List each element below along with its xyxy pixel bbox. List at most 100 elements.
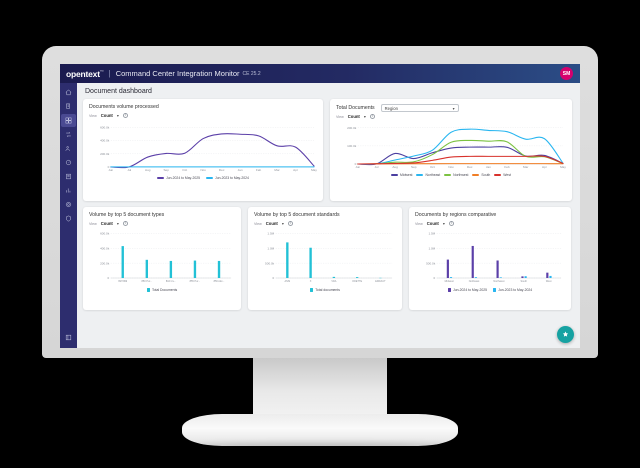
info-icon[interactable]: i — [369, 114, 375, 119]
view-value[interactable]: Count — [265, 221, 278, 226]
legend-swatch — [494, 174, 502, 176]
svg-text:Aug: Aug — [392, 165, 398, 169]
svg-text:May: May — [560, 165, 566, 169]
legend-label: South — [481, 173, 491, 177]
svg-text:850 Pur...: 850 Pur... — [142, 280, 153, 283]
legend-label: Northeast — [425, 173, 441, 177]
chevron-down-icon[interactable]: ▾ — [363, 114, 366, 119]
card-documents-by-regions-comparative: Documents by regions comparative View Co… — [409, 207, 571, 310]
card-volume-by-document-standards: Volume by top 5 document standards View … — [248, 207, 402, 310]
legend-item[interactable]: Jun-2023 to May-2024 — [206, 176, 249, 180]
svg-text:600.0k: 600.0k — [100, 232, 110, 236]
svg-text:Jul: Jul — [127, 168, 131, 172]
legend-label: Total Documents — [151, 288, 178, 292]
partners-icon — [65, 146, 70, 151]
logo-text: opentext — [66, 68, 100, 79]
svg-text:X: X — [310, 280, 312, 283]
svg-text:Jun: Jun — [108, 168, 113, 172]
info-icon[interactable]: i — [122, 221, 128, 226]
svg-text:997/999: 997/999 — [118, 280, 127, 283]
sidebar-item-reports[interactable] — [61, 170, 76, 183]
assistant-button[interactable] — [557, 326, 574, 343]
view-control[interactable]: View Count ▾ i — [89, 113, 317, 118]
sidebar-item-home[interactable] — [61, 86, 76, 99]
sidebar-item-analytics[interactable] — [61, 184, 76, 197]
assistant-icon — [562, 331, 569, 337]
card-header: Total Documents Region ▾ — [336, 104, 566, 112]
legend-item[interactable]: West — [494, 173, 511, 177]
view-control[interactable]: View Count ▾ i — [415, 221, 565, 226]
legend-item[interactable]: Total Documents — [146, 288, 178, 292]
sidebar-item-partners[interactable] — [61, 142, 76, 155]
view-label: View — [89, 113, 97, 118]
svg-text:Oct: Oct — [182, 168, 187, 172]
svg-text:855 Pur...: 855 Pur... — [190, 280, 201, 283]
legend-swatch — [447, 288, 452, 292]
legend-item[interactable]: Jun-2024 to May-2025 — [447, 288, 487, 292]
view-value[interactable]: Count — [426, 221, 439, 226]
view-value[interactable]: Count — [100, 113, 113, 118]
region-dropdown[interactable]: Region ▾ — [380, 104, 459, 112]
legend-item[interactable]: Jun-2023 to May-2024 — [493, 288, 532, 292]
svg-text:500.0k: 500.0k — [265, 261, 275, 265]
svg-text:Nov: Nov — [200, 168, 206, 172]
svg-text:Dec: Dec — [467, 165, 473, 169]
svg-text:ODETTE: ODETTE — [352, 280, 362, 283]
sidebar-item-monitoring[interactable] — [61, 156, 76, 169]
info-icon[interactable]: i — [448, 221, 454, 226]
chevron-down-icon[interactable]: ▾ — [116, 221, 119, 226]
sidebar-item-document-dashboard[interactable] — [61, 114, 76, 127]
avatar[interactable]: SM — [560, 67, 573, 80]
svg-text:1.0M: 1.0M — [267, 246, 274, 250]
view-value[interactable]: Count — [347, 114, 360, 119]
analytics-icon — [66, 188, 71, 193]
chart-legend: Total documents — [254, 288, 396, 292]
view-control[interactable]: View Count ▾ i — [336, 114, 566, 119]
legend-item[interactable]: Jun-2024 to May-2025 — [157, 176, 200, 180]
line-chart-svg: 0 100.0k 200.0k Jun Jul Aug Sep Oct Nov Dec Jan Feb… — [347, 126, 566, 169]
view-value[interactable]: Count — [100, 221, 113, 226]
legend-label: Jun-2024 to May-2025 — [453, 288, 487, 292]
info-icon[interactable]: i — [287, 221, 293, 226]
view-control[interactable]: View Count ▾ i — [254, 221, 396, 226]
svg-text:100.0k: 100.0k — [347, 144, 357, 148]
legend-swatch — [493, 288, 497, 292]
home-icon — [65, 89, 72, 96]
sidebar-item-integrations[interactable] — [61, 100, 76, 113]
legend-swatch — [310, 288, 314, 292]
chart-plot: 0 500.0k 1.0M 1.5M Midwest Northeast Northwest… — [415, 228, 565, 286]
chevron-down-icon[interactable]: ▾ — [442, 221, 445, 226]
svg-text:Aug: Aug — [145, 168, 151, 172]
sidebar-item-settings[interactable] — [61, 198, 76, 211]
svg-text:0: 0 — [108, 276, 110, 280]
legend-item[interactable]: Total documents — [310, 288, 340, 292]
svg-text:1.5M: 1.5M — [267, 232, 274, 236]
svg-text:0: 0 — [355, 162, 357, 166]
view-label: View — [89, 221, 97, 226]
svg-text:400.0k: 400.0k — [100, 246, 110, 250]
legend-swatch — [444, 174, 452, 176]
svg-text:May: May — [311, 168, 317, 172]
svg-text:200.0k: 200.0k — [100, 261, 110, 265]
legend-item[interactable]: South — [472, 173, 490, 177]
chevron-down-icon[interactable]: ▾ — [281, 221, 284, 226]
sidebar-item-admin[interactable] — [61, 212, 76, 225]
view-control[interactable]: View Count ▾ i — [89, 221, 235, 226]
chart-plot: 0 200.0k 400.0k 600.0k Jun Jul Aug Sep Oct Nov Dec… — [89, 120, 317, 174]
svg-text:600.0k: 600.0k — [100, 125, 110, 129]
legend-item[interactable]: Northeast — [416, 173, 440, 177]
chevron-down-icon[interactable]: ▾ — [116, 113, 119, 118]
svg-text:Jun: Jun — [355, 165, 360, 169]
sidebar-item-collapse[interactable] — [61, 331, 76, 344]
sidebar-item-transactions[interactable] — [61, 128, 76, 141]
legend-label: Jun-2024 to May-2025 — [166, 176, 200, 180]
legend-item[interactable]: Northwest — [444, 173, 468, 177]
legend-item[interactable]: Midwest — [391, 173, 412, 177]
dashboard-icon — [65, 117, 72, 124]
info-icon[interactable]: i — [122, 113, 128, 118]
card-volume-by-document-types: Volume by top 5 document types View Coun… — [83, 207, 241, 310]
svg-text:500.0k: 500.0k — [426, 261, 436, 265]
svg-text:Apr: Apr — [542, 165, 547, 169]
opentext-logo[interactable]: opentext™ — [66, 69, 104, 79]
